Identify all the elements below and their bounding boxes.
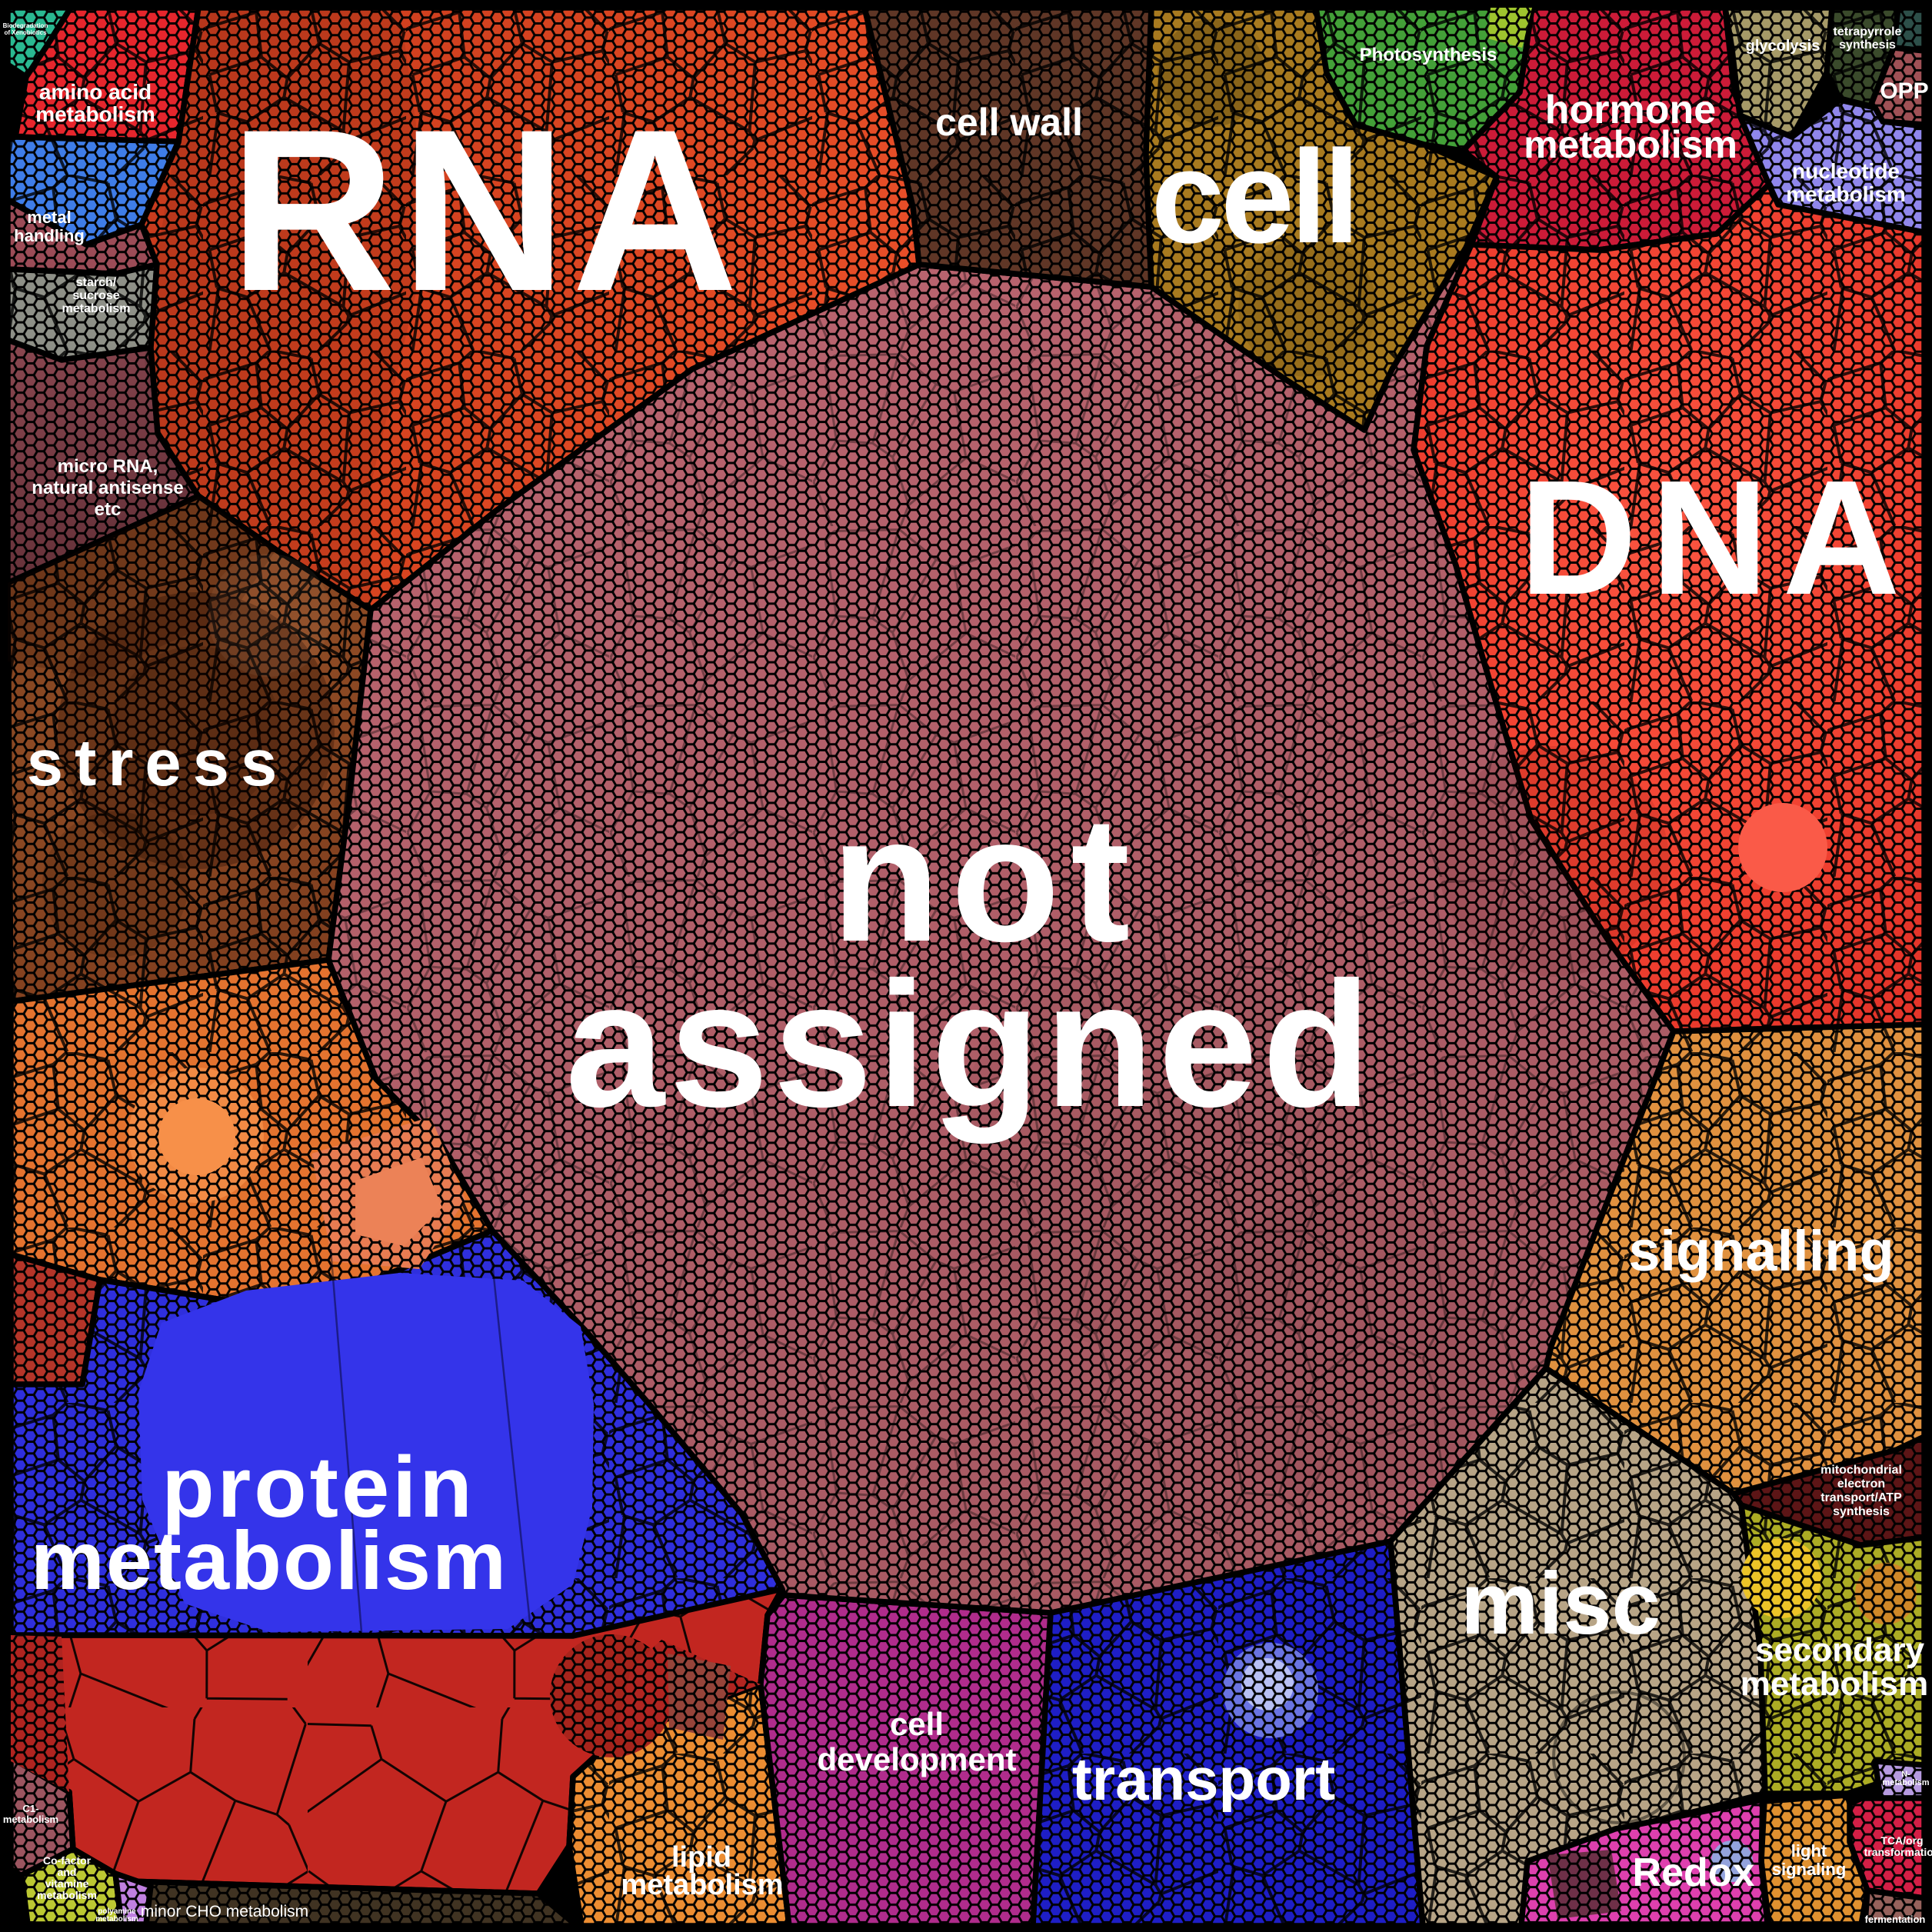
svg-text:natural antisense: natural antisense: [32, 478, 183, 498]
svg-text:signalling: signalling: [1628, 1219, 1894, 1283]
svg-text:C1-: C1-: [23, 1803, 39, 1814]
svg-text:metabolism: metabolism: [1786, 182, 1906, 206]
svg-text:RNA: RNA: [229, 81, 743, 339]
svg-text:signaling: signaling: [1772, 1860, 1847, 1879]
svg-text:electron: electron: [1837, 1477, 1885, 1491]
svg-text:Redox: Redox: [1633, 1850, 1755, 1895]
svg-text:synthesis: synthesis: [1839, 38, 1896, 52]
svg-text:not: not: [831, 780, 1141, 979]
svg-text:transformation: transformation: [1864, 1846, 1932, 1858]
svg-text:OPP: OPP: [1880, 78, 1928, 104]
svg-text:TCA/org: TCA/org: [1880, 1834, 1923, 1847]
svg-text:misc: misc: [1461, 1555, 1661, 1653]
svg-text:Biodegradation: Biodegradation: [3, 22, 48, 29]
svg-text:glycolysis: glycolysis: [1746, 38, 1820, 55]
svg-text:metabolism: metabolism: [37, 1889, 97, 1901]
svg-text:fermentation: fermentation: [1865, 1914, 1926, 1925]
svg-text:tetrapyrrole: tetrapyrrole: [1834, 25, 1902, 38]
svg-text:and: and: [58, 1866, 77, 1878]
svg-text:secondary: secondary: [1755, 1631, 1925, 1669]
svg-text:metabolism: metabolism: [35, 102, 155, 126]
svg-text:metabolism: metabolism: [1882, 1778, 1929, 1787]
svg-text:cell: cell: [1151, 123, 1357, 271]
svg-text:metabolism: metabolism: [3, 1814, 58, 1825]
svg-text:hormone: hormone: [1545, 88, 1716, 132]
svg-text:starch/: starch/: [76, 276, 117, 289]
svg-text:micro RNA,: micro RNA,: [58, 456, 158, 477]
svg-text:assigned: assigned: [565, 945, 1376, 1144]
svg-text:transport/ATP: transport/ATP: [1820, 1491, 1902, 1504]
svg-text:light: light: [1791, 1841, 1827, 1860]
svg-text:metabolism: metabolism: [1524, 123, 1737, 166]
svg-text:mitochondrial: mitochondrial: [1820, 1464, 1902, 1477]
svg-text:polyamine: polyamine: [98, 1907, 136, 1916]
svg-text:vitamine: vitamine: [45, 1877, 89, 1890]
svg-text:nucleotide: nucleotide: [1792, 159, 1900, 183]
svg-text:metabolism: metabolism: [1740, 1665, 1929, 1703]
svg-text:development: development: [817, 1741, 1016, 1777]
svg-text:metabolism: metabolism: [31, 1514, 508, 1607]
svg-text:metabolism: metabolism: [62, 302, 131, 315]
svg-text:Co-factor: Co-factor: [43, 1854, 92, 1867]
svg-text:protein: protein: [162, 1439, 475, 1535]
svg-text:transport: transport: [1072, 1745, 1335, 1813]
svg-text:DNA: DNA: [1519, 446, 1914, 628]
svg-text:cell: cell: [890, 1706, 944, 1742]
svg-text:lipid: lipid: [671, 1841, 731, 1874]
svg-text:metabolism: metabolism: [621, 1869, 783, 1901]
svg-text:amino acid: amino acid: [39, 80, 152, 104]
svg-text:cell wall: cell wall: [935, 101, 1083, 144]
svg-text:metabolism: metabolism: [95, 1915, 138, 1924]
svg-text:stress: stress: [27, 727, 288, 800]
svg-text:synthesis: synthesis: [1833, 1505, 1890, 1518]
svg-text:metal: metal: [27, 208, 71, 227]
svg-text:Photosynthesis: Photosynthesis: [1360, 45, 1497, 65]
svg-text:of Xenobiotics: of Xenobiotics: [4, 29, 47, 36]
svg-text:etc: etc: [95, 499, 122, 520]
svg-text:sucrose: sucrose: [72, 289, 119, 302]
svg-text:handling: handling: [14, 226, 85, 245]
svg-text:minor CHO metabolism: minor CHO metabolism: [141, 1903, 308, 1920]
svg-text:N-: N-: [1901, 1770, 1910, 1779]
